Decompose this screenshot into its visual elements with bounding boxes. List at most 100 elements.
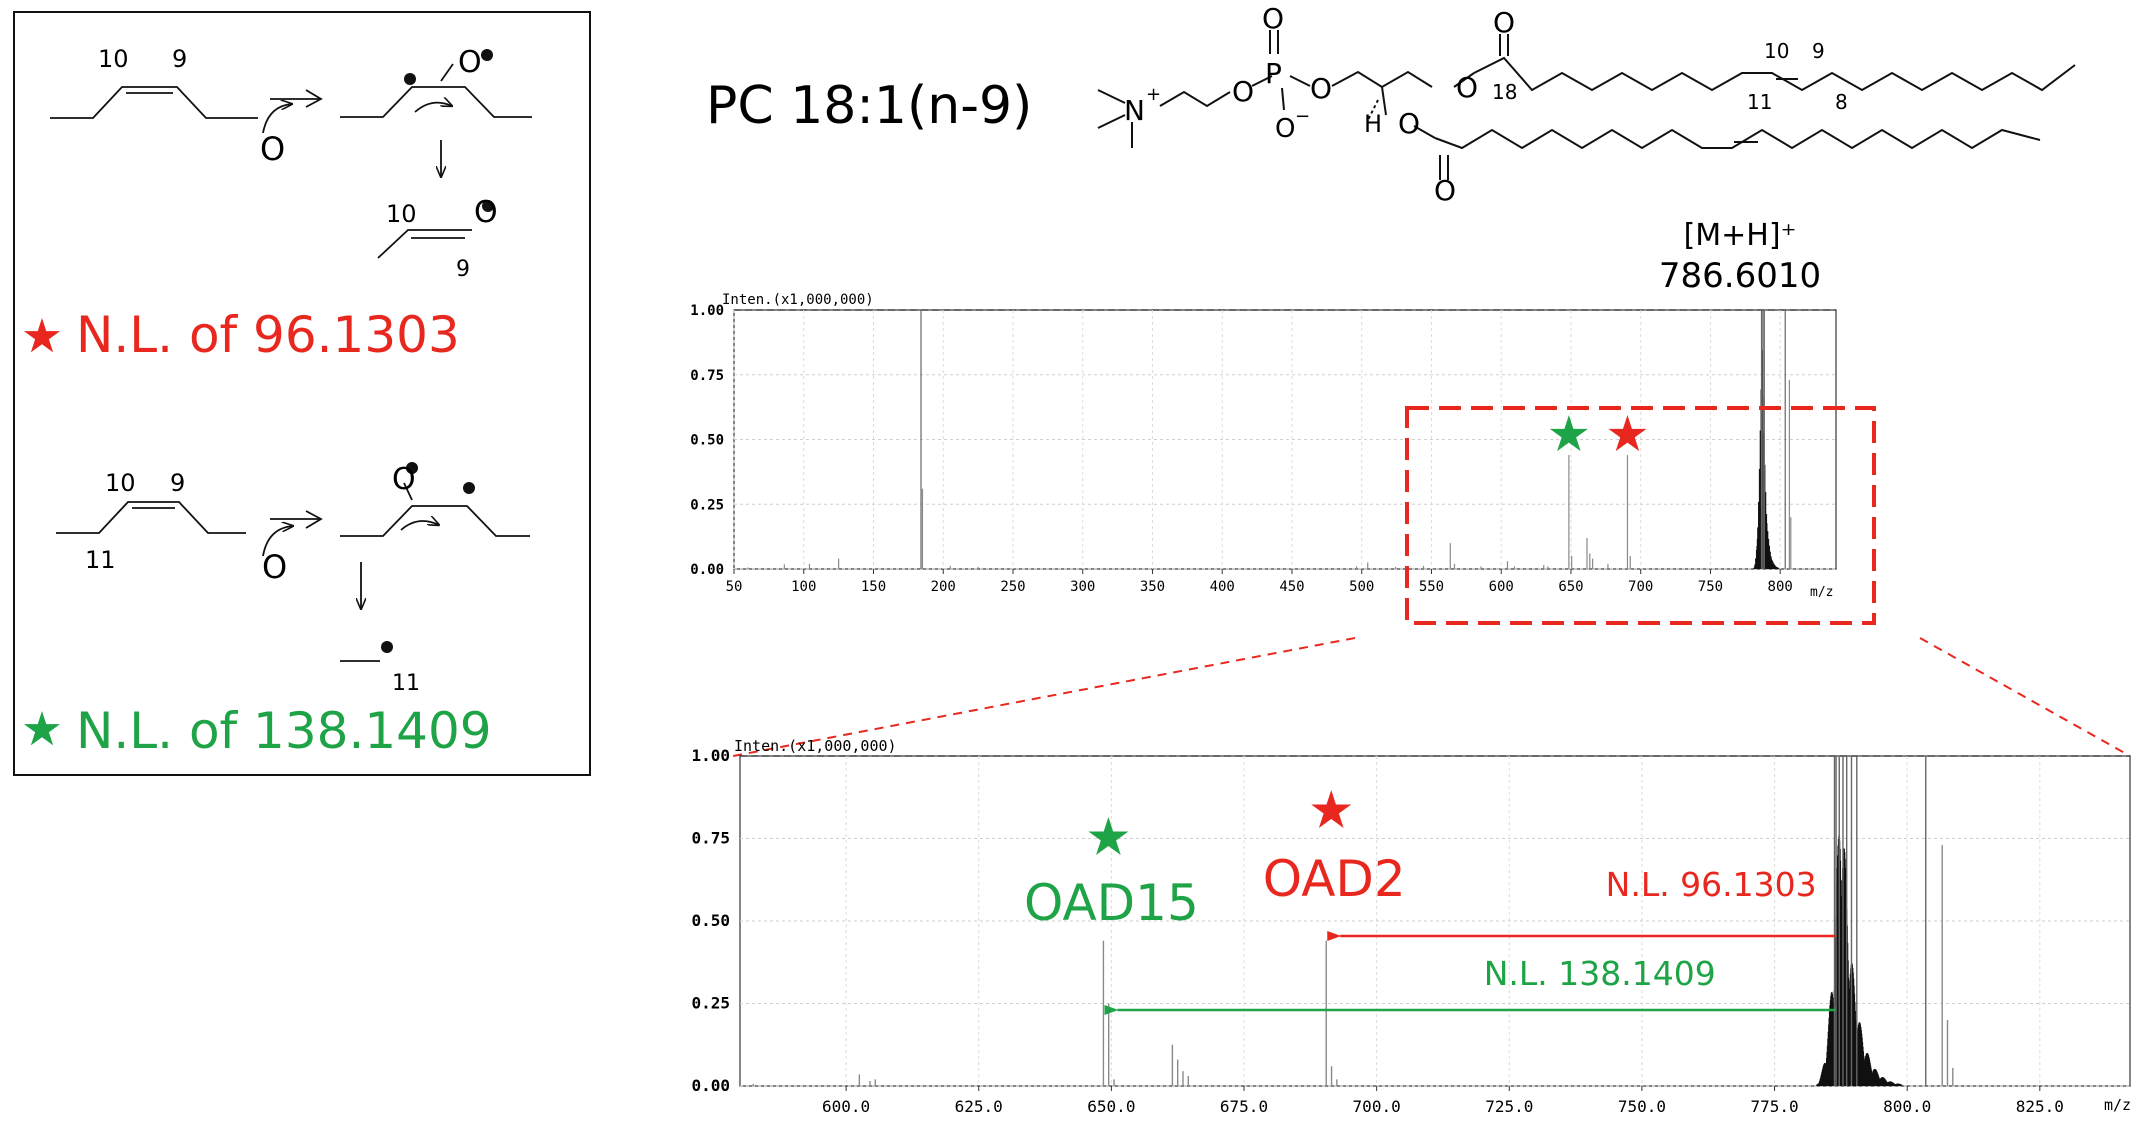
full-grid (733, 309, 1836, 570)
radical-chain-1 (340, 86, 532, 118)
neutral-loss-label: N.L. 96.1303 (1606, 865, 1817, 904)
phosphate-o-top: O (1262, 2, 1284, 35)
structure-bonds (1097, 30, 2076, 180)
radical-oxygen-2: O (392, 462, 416, 497)
radical-oxygen-1: O (458, 45, 482, 80)
position-10: 10 (1764, 39, 1789, 63)
y-tick-label: 0.25 (690, 497, 724, 513)
x-tick-label: 650.0 (1087, 1097, 1135, 1116)
locant-10-a: 10 (98, 45, 129, 73)
y-tick-label: 0.75 (690, 368, 724, 384)
zoom-ticks: 0.00 0.25 0.50 0.75 1.00 600.0 625.0 650.0 675.0… (691, 746, 2063, 1116)
sn1-ester-oxygen: O (1456, 71, 1478, 104)
full-markers (1549, 415, 1647, 452)
position-9: 9 (1812, 39, 1825, 63)
y-tick-label: 0.25 (691, 994, 730, 1013)
c-o-bond-1 (440, 63, 454, 82)
position-18: 18 (1492, 80, 1517, 104)
oxygen-atom-2: O (262, 548, 287, 586)
locant-11-b: 11 (85, 546, 116, 574)
x-tick-label: 250 (1000, 579, 1025, 595)
radical-dot-2a (406, 462, 418, 474)
nitrogen-atom: N (1124, 94, 1145, 127)
x-tick-label: 50 (726, 579, 743, 595)
radical-dot-1b (481, 49, 493, 61)
x-tick-label: 800 (1768, 579, 1793, 595)
sn2-ester-bond (1413, 125, 1436, 139)
p-o-ester-bond (1289, 75, 1311, 87)
reaction-arrowhead-2a (305, 510, 323, 529)
product-locant-10: 10 (386, 200, 417, 228)
x-tick-label: 550 (1419, 579, 1444, 595)
x-tick-label: 500 (1349, 579, 1374, 595)
curved-arrow-2 (262, 526, 293, 557)
x-tick-label: 750 (1698, 579, 1723, 595)
radical-chain-2 (340, 505, 530, 537)
sn2-carbonyl-oxygen: O (1434, 174, 1456, 207)
x-tick-label: 625.0 (955, 1097, 1003, 1116)
y-tick-label: 1.00 (690, 303, 724, 319)
sn1-ester-bond (1453, 72, 1475, 88)
phosphate-o-right: O (1310, 72, 1332, 105)
radical-dot-1 (404, 73, 416, 85)
y-tick-label: 0.50 (691, 911, 730, 930)
mechanism-frame (13, 11, 591, 776)
full-xlabel: m/z (1810, 585, 1833, 600)
alkene-chain-2 (56, 501, 246, 534)
x-tick-label: 200 (931, 579, 956, 595)
methyl-bond-1 (1097, 89, 1126, 104)
pathway-1 (50, 63, 532, 259)
full-ylabel: Inten.(x1,000,000) (722, 292, 874, 308)
pc-structure: PC 18:1(n-9) (706, 2, 2076, 207)
hydrogen-atom: H (1364, 110, 1382, 138)
zoom-xlabel: m/z (2104, 1096, 2131, 1114)
product-chain-1 (377, 229, 472, 259)
neutral-loss-label-2: N.L. of 138.1409 (76, 702, 492, 760)
c-o-bond-2 (403, 482, 413, 501)
x-tick-label: 350 (1140, 579, 1165, 595)
sn1-acyl-chain (1473, 56, 2076, 92)
locant-9-b: 9 (170, 469, 185, 497)
curved-arrow-1 (262, 104, 292, 134)
product-oxygen-1: O (474, 195, 498, 230)
fragment-label: OAD15 (1024, 874, 1199, 932)
zoom-spectrum: Inten.(x1,000,000) m/z 0.00 0.25 0.50 0.75 1… (691, 737, 2131, 1116)
zoom-connector-left (727, 637, 1356, 758)
zoom-connector-right (1919, 637, 2131, 757)
ethyl-linker (1159, 90, 1231, 108)
stereo-hash-bond (1367, 99, 1379, 121)
neutral-loss-label-1: N.L. of 96.1303 (76, 306, 460, 364)
neutral-loss-label: N.L. 138.1409 (1484, 954, 1716, 993)
zoom-grid (740, 755, 2130, 1087)
electron-arrow-1 (414, 103, 452, 113)
full-ticks: 0.00 0.25 0.50 0.75 1.00 50 100 150 200 250 300 350… (690, 303, 1793, 595)
zoom-markers: OAD15 OAD2 (1024, 790, 1406, 932)
x-tick-label: 400 (1210, 579, 1235, 595)
y-tick-label: 0.50 (690, 433, 724, 449)
full-spectrum: Inten.(x1,000,000) m/z 0.00 0.25 0.50 0.75 1… (690, 292, 1837, 600)
full-peaks (747, 310, 1792, 569)
locant-10-b: 10 (105, 469, 136, 497)
methyl-bond-2 (1097, 114, 1126, 129)
precursor-ion-label: [M+H]⁺ (1684, 218, 1797, 253)
fragment-radical-dot (381, 641, 393, 653)
x-tick-label: 750.0 (1618, 1097, 1666, 1116)
x-tick-label: 650 (1558, 579, 1583, 595)
x-tick-label: 100 (791, 579, 816, 595)
glycerol-sn2-bond (1381, 86, 1387, 116)
electron-arrow-2 (400, 521, 439, 531)
alkene-chain-1 (50, 86, 258, 119)
position-8: 8 (1835, 90, 1848, 114)
fragment-locant-11: 11 (392, 671, 420, 696)
x-tick-label: 600.0 (822, 1097, 870, 1116)
zoom-plot-frame (739, 755, 2131, 1087)
precursor-mz-label: 786.6010 (1659, 256, 1821, 296)
minus-charge: − (1295, 106, 1310, 127)
marker-star-icon (1088, 817, 1129, 855)
pathway-2 (56, 482, 530, 662)
x-tick-label: 700.0 (1353, 1097, 1401, 1116)
oxygen-atom-1: O (260, 130, 285, 168)
radical-dot-1c (482, 200, 494, 212)
fragment-label: OAD2 (1263, 850, 1406, 908)
mechanism-panel: 10 9 O O 10 9 O N.L. of 96.1303 10 9 11 … (13, 11, 591, 776)
